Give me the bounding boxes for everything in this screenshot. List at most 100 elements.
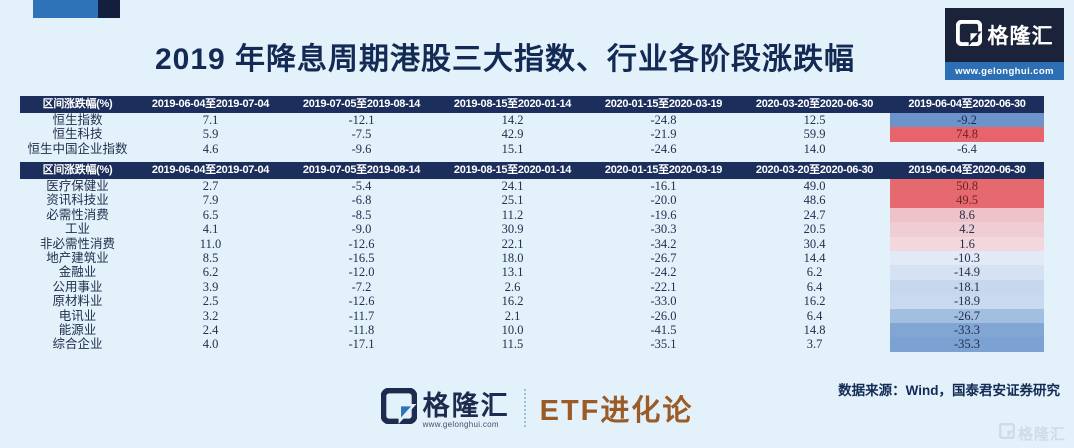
cell-value: 24.7 — [803, 207, 826, 222]
cell-value: 3.7 — [806, 337, 823, 352]
cell-value: -24.2 — [650, 265, 677, 280]
cell-total-value: -9.2 — [890, 113, 1044, 128]
decoration-blue-bar — [33, 0, 98, 18]
cell-value: 20.5 — [803, 222, 826, 237]
cell-value: 48.6 — [803, 193, 826, 208]
cell-total-value: -18.1 — [890, 279, 1044, 295]
column-header: 2019-07-05至2019-08-14 — [302, 164, 421, 176]
decoration-navy-bar — [98, 0, 120, 18]
cell-value: -12.6 — [348, 294, 375, 309]
cell-value: 3.9 — [202, 279, 219, 294]
cell-total-value: -18.9 — [890, 294, 1044, 309]
cell-value: -12.6 — [348, 236, 375, 251]
table-row: 地产建筑业 8.5 -16.5 18.0 -26.7 14.4 -10.3 — [20, 250, 1044, 266]
cell-value: 7.1 — [202, 113, 219, 127]
cell-total-value: -6.4 — [957, 141, 977, 156]
row-label: 恒生科技 — [52, 127, 103, 142]
cell-value: -34.2 — [650, 236, 677, 251]
cell-value: -9.6 — [351, 141, 372, 156]
cell-value: 2.4 — [202, 322, 219, 337]
footer-channel-name: ETF进化论 — [539, 395, 694, 427]
column-header: 2019-06-04至2020-06-30 — [908, 98, 1026, 110]
table-row: 金融业 6.2 -12.0 13.1 -24.2 6.2 -14.9 — [20, 265, 1044, 280]
cell-value: -24.8 — [650, 113, 677, 127]
row-label: 金融业 — [58, 265, 97, 280]
cell-value: 11.2 — [501, 207, 524, 222]
gelonghui-g-icon — [380, 387, 418, 429]
table-header-row: 区间涨跌幅(%) 2019-06-04至2019-07-04 2019-07-05至… — [20, 162, 1044, 179]
corner-watermark: 格隆汇 — [998, 422, 1066, 444]
cell-total-value: 8.6 — [890, 207, 1044, 223]
row-label: 综合企业 — [52, 337, 103, 352]
table-row: 能源业 2.4 -11.8 10.0 -41.5 14.8 -33.3 — [20, 322, 1044, 338]
table-row: 电讯业 3.2 -11.7 2.1 -26.0 6.4 -26.7 — [20, 308, 1044, 323]
cell-value: -7.2 — [351, 279, 372, 294]
cell-total-value: -10.3 — [890, 250, 1044, 266]
column-header: 2019-08-15至2020-01-14 — [453, 164, 572, 176]
row-label: 能源业 — [58, 322, 97, 337]
cell-value: 2.5 — [202, 294, 219, 309]
column-header: 2020-01-15至2020-03-19 — [604, 98, 723, 110]
table-row: 恒生中国企业指数 4.6 -9.6 15.1 -24.6 14.0 -6.4 — [20, 142, 1044, 156]
indices-table: 区间涨跌幅(%) 2019-06-04至2019-07-04 2019-07-05至… — [20, 96, 1044, 156]
row-label: 恒生指数 — [52, 113, 103, 127]
cell-value: -21.9 — [650, 127, 677, 142]
column-header: 2019-08-15至2020-01-14 — [453, 98, 572, 110]
row-label: 必需性消费 — [46, 207, 109, 222]
table-row: 综合企业 4.0 -17.1 11.5 -35.1 3.7 -35.3 — [20, 337, 1044, 352]
cell-value: -8.5 — [351, 207, 372, 222]
column-header: 2020-01-15至2020-03-19 — [604, 164, 723, 176]
row-label: 公用事业 — [52, 279, 103, 294]
cell-value: 24.1 — [501, 179, 524, 193]
watermark-text: 格隆汇 — [1017, 426, 1066, 443]
cell-value: -16.5 — [348, 250, 375, 265]
cell-value: -16.1 — [650, 179, 677, 193]
gelonghui-g-icon — [955, 19, 982, 51]
cell-value: 4.0 — [202, 337, 219, 352]
table-row: 非必需性消费 11.0 -12.6 22.1 -34.2 30.4 1.6 — [20, 236, 1044, 251]
table-row: 恒生科技 5.9 -7.5 42.9 -21.9 59.9 74.8 — [20, 127, 1044, 142]
row-label: 恒生中国企业指数 — [27, 141, 128, 156]
cell-value: 2.1 — [504, 308, 521, 323]
cell-value: -9.0 — [351, 222, 372, 237]
cell-value: 18.0 — [501, 250, 524, 265]
sectors-table: 区间涨跌幅(%) 2019-06-04至2019-07-04 2019-07-05至… — [20, 162, 1044, 352]
cell-value: 14.0 — [803, 141, 826, 156]
corner-decoration — [33, 0, 120, 18]
table-row: 医疗保健业 2.7 -5.4 24.1 -16.1 49.0 50.8 — [20, 179, 1044, 194]
cell-value: 5.9 — [202, 127, 219, 142]
page-title: 2019 年降息周期港股三大指数、行业各阶段涨跌幅 — [154, 43, 856, 76]
watermark-g-icon — [998, 422, 1016, 444]
cell-value: 6.4 — [806, 308, 823, 323]
cell-value: 16.2 — [803, 294, 826, 309]
cell-value: 6.2 — [202, 265, 219, 280]
row-label: 资讯科技业 — [46, 193, 109, 208]
cell-value: -11.7 — [348, 308, 375, 323]
column-header: 2019-06-04至2019-07-04 — [151, 98, 270, 110]
cell-value: 14.4 — [803, 250, 826, 265]
cell-value: 25.1 — [501, 193, 524, 208]
cell-value: 14.2 — [501, 113, 524, 127]
column-header: 2020-03-20至2020-06-30 — [755, 164, 874, 176]
logo-brand-name: 格隆汇 — [987, 25, 1054, 48]
cell-value: 2.6 — [504, 279, 521, 294]
cell-total-value: 4.2 — [890, 222, 1044, 237]
cell-value: 16.2 — [501, 294, 524, 309]
cell-value: -22.1 — [650, 279, 677, 294]
cell-value: -12.0 — [348, 265, 375, 280]
cell-value: 10.0 — [501, 322, 524, 337]
cell-total-value: -26.7 — [890, 308, 1044, 323]
cell-value: 4.1 — [202, 222, 219, 237]
cell-value: 6.5 — [202, 207, 219, 222]
column-header: 2020-03-20至2020-06-30 — [755, 98, 874, 110]
column-header: 2019-07-05至2019-08-14 — [302, 98, 421, 110]
cell-total-value: 50.8 — [890, 179, 1044, 194]
cell-value: -11.8 — [348, 322, 375, 337]
cell-value: 4.6 — [202, 141, 219, 156]
column-header: 2019-06-04至2019-07-04 — [151, 164, 270, 176]
table-row: 恒生指数 7.1 -12.1 14.2 -24.8 12.5 -9.2 — [20, 113, 1044, 128]
cell-value: -20.0 — [650, 193, 677, 208]
row-label: 电讯业 — [58, 308, 97, 323]
cell-value: -30.3 — [650, 222, 677, 237]
cell-value: -7.5 — [351, 127, 372, 142]
